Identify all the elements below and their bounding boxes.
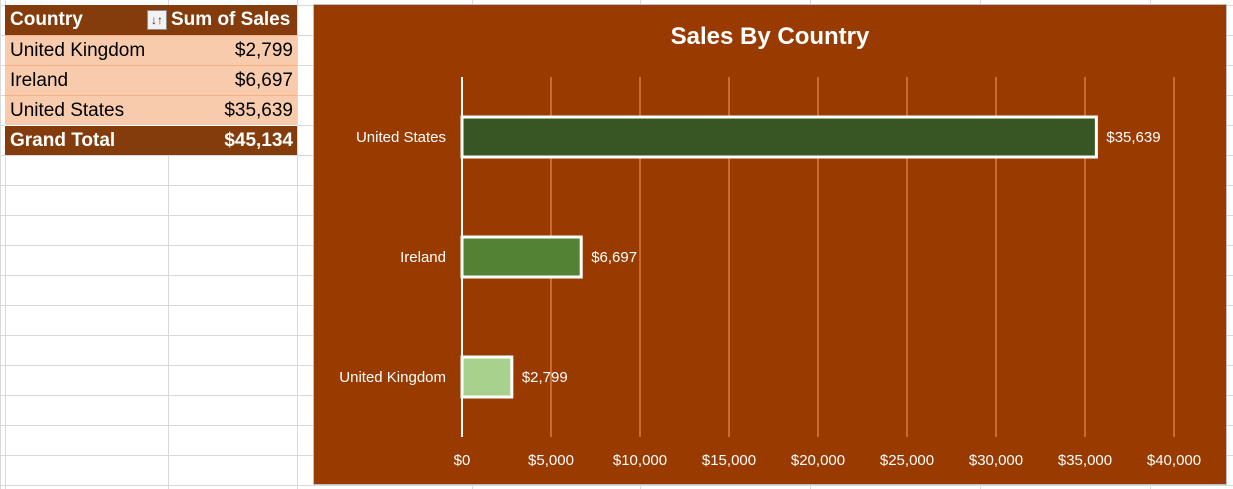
pivot-header-country-cell[interactable]: Country ↓↑ — [5, 9, 169, 31]
pivot-header-row: Country ↓↑ Sum of Sales — [5, 5, 297, 35]
pivot-row[interactable]: United Kingdom $2,799 — [5, 35, 297, 65]
pivot-header-sales-label[interactable]: Sum of Sales — [171, 9, 291, 30]
data-label[interactable]: $35,639 — [1106, 129, 1160, 146]
pivot-row[interactable]: Ireland $6,697 — [5, 65, 297, 95]
pivot-row-sales[interactable]: $2,799 — [234, 39, 293, 61]
x-tick-label[interactable]: $30,000 — [969, 452, 1023, 469]
pivot-grand-total-row[interactable]: Grand Total $45,134 — [5, 125, 297, 155]
category-label[interactable]: United Kingdom — [339, 369, 446, 386]
pivot-row[interactable]: United States $35,639 — [5, 95, 297, 125]
x-tick-label[interactable]: $10,000 — [613, 452, 667, 469]
pivot-table: Country ↓↑ Sum of Sales United Kingdom $… — [5, 5, 297, 155]
x-tick-label[interactable]: $35,000 — [1058, 452, 1112, 469]
pivot-header-country-label: Country — [10, 9, 83, 30]
x-tick-label[interactable]: $15,000 — [702, 452, 756, 469]
sales-by-country-chart[interactable]: Sales By Country $0 $5,000 $10,000 $15,000 $… — [313, 4, 1227, 485]
sort-filter-icon[interactable]: ↓↑ — [147, 10, 167, 30]
pivot-row-country[interactable]: Ireland — [10, 69, 69, 91]
x-tick-label[interactable]: $40,000 — [1147, 452, 1201, 469]
x-tick-label[interactable]: $5,000 — [528, 452, 574, 469]
category-label[interactable]: Ireland — [400, 249, 446, 266]
x-tick-label[interactable]: $20,000 — [791, 452, 845, 469]
x-tick-label[interactable]: $0 — [454, 452, 471, 469]
pivot-grand-total-label[interactable]: Grand Total — [10, 129, 116, 151]
category-label[interactable]: United States — [356, 129, 446, 146]
x-tick-label[interactable]: $25,000 — [880, 452, 934, 469]
column-line — [168, 0, 169, 489]
data-label[interactable]: $6,697 — [591, 249, 637, 266]
pivot-row-sales[interactable]: $35,639 — [224, 99, 293, 121]
chart-plot-area[interactable]: $0 $5,000 $10,000 $15,000 $20,000 $25,000 $30,… — [314, 5, 1226, 484]
chart-title[interactable]: Sales By Country — [670, 23, 870, 50]
column-line — [297, 0, 298, 489]
data-label[interactable]: $2,799 — [522, 369, 568, 386]
pivot-row-sales[interactable]: $6,697 — [234, 69, 293, 91]
column-line — [5, 0, 6, 489]
bar[interactable] — [460, 355, 514, 399]
pivot-row-country[interactable]: United Kingdom — [10, 39, 146, 61]
bar[interactable] — [460, 115, 1098, 159]
bar[interactable] — [460, 235, 583, 279]
pivot-grand-total-value[interactable]: $45,134 — [224, 129, 293, 151]
pivot-row-country[interactable]: United States — [10, 99, 125, 121]
